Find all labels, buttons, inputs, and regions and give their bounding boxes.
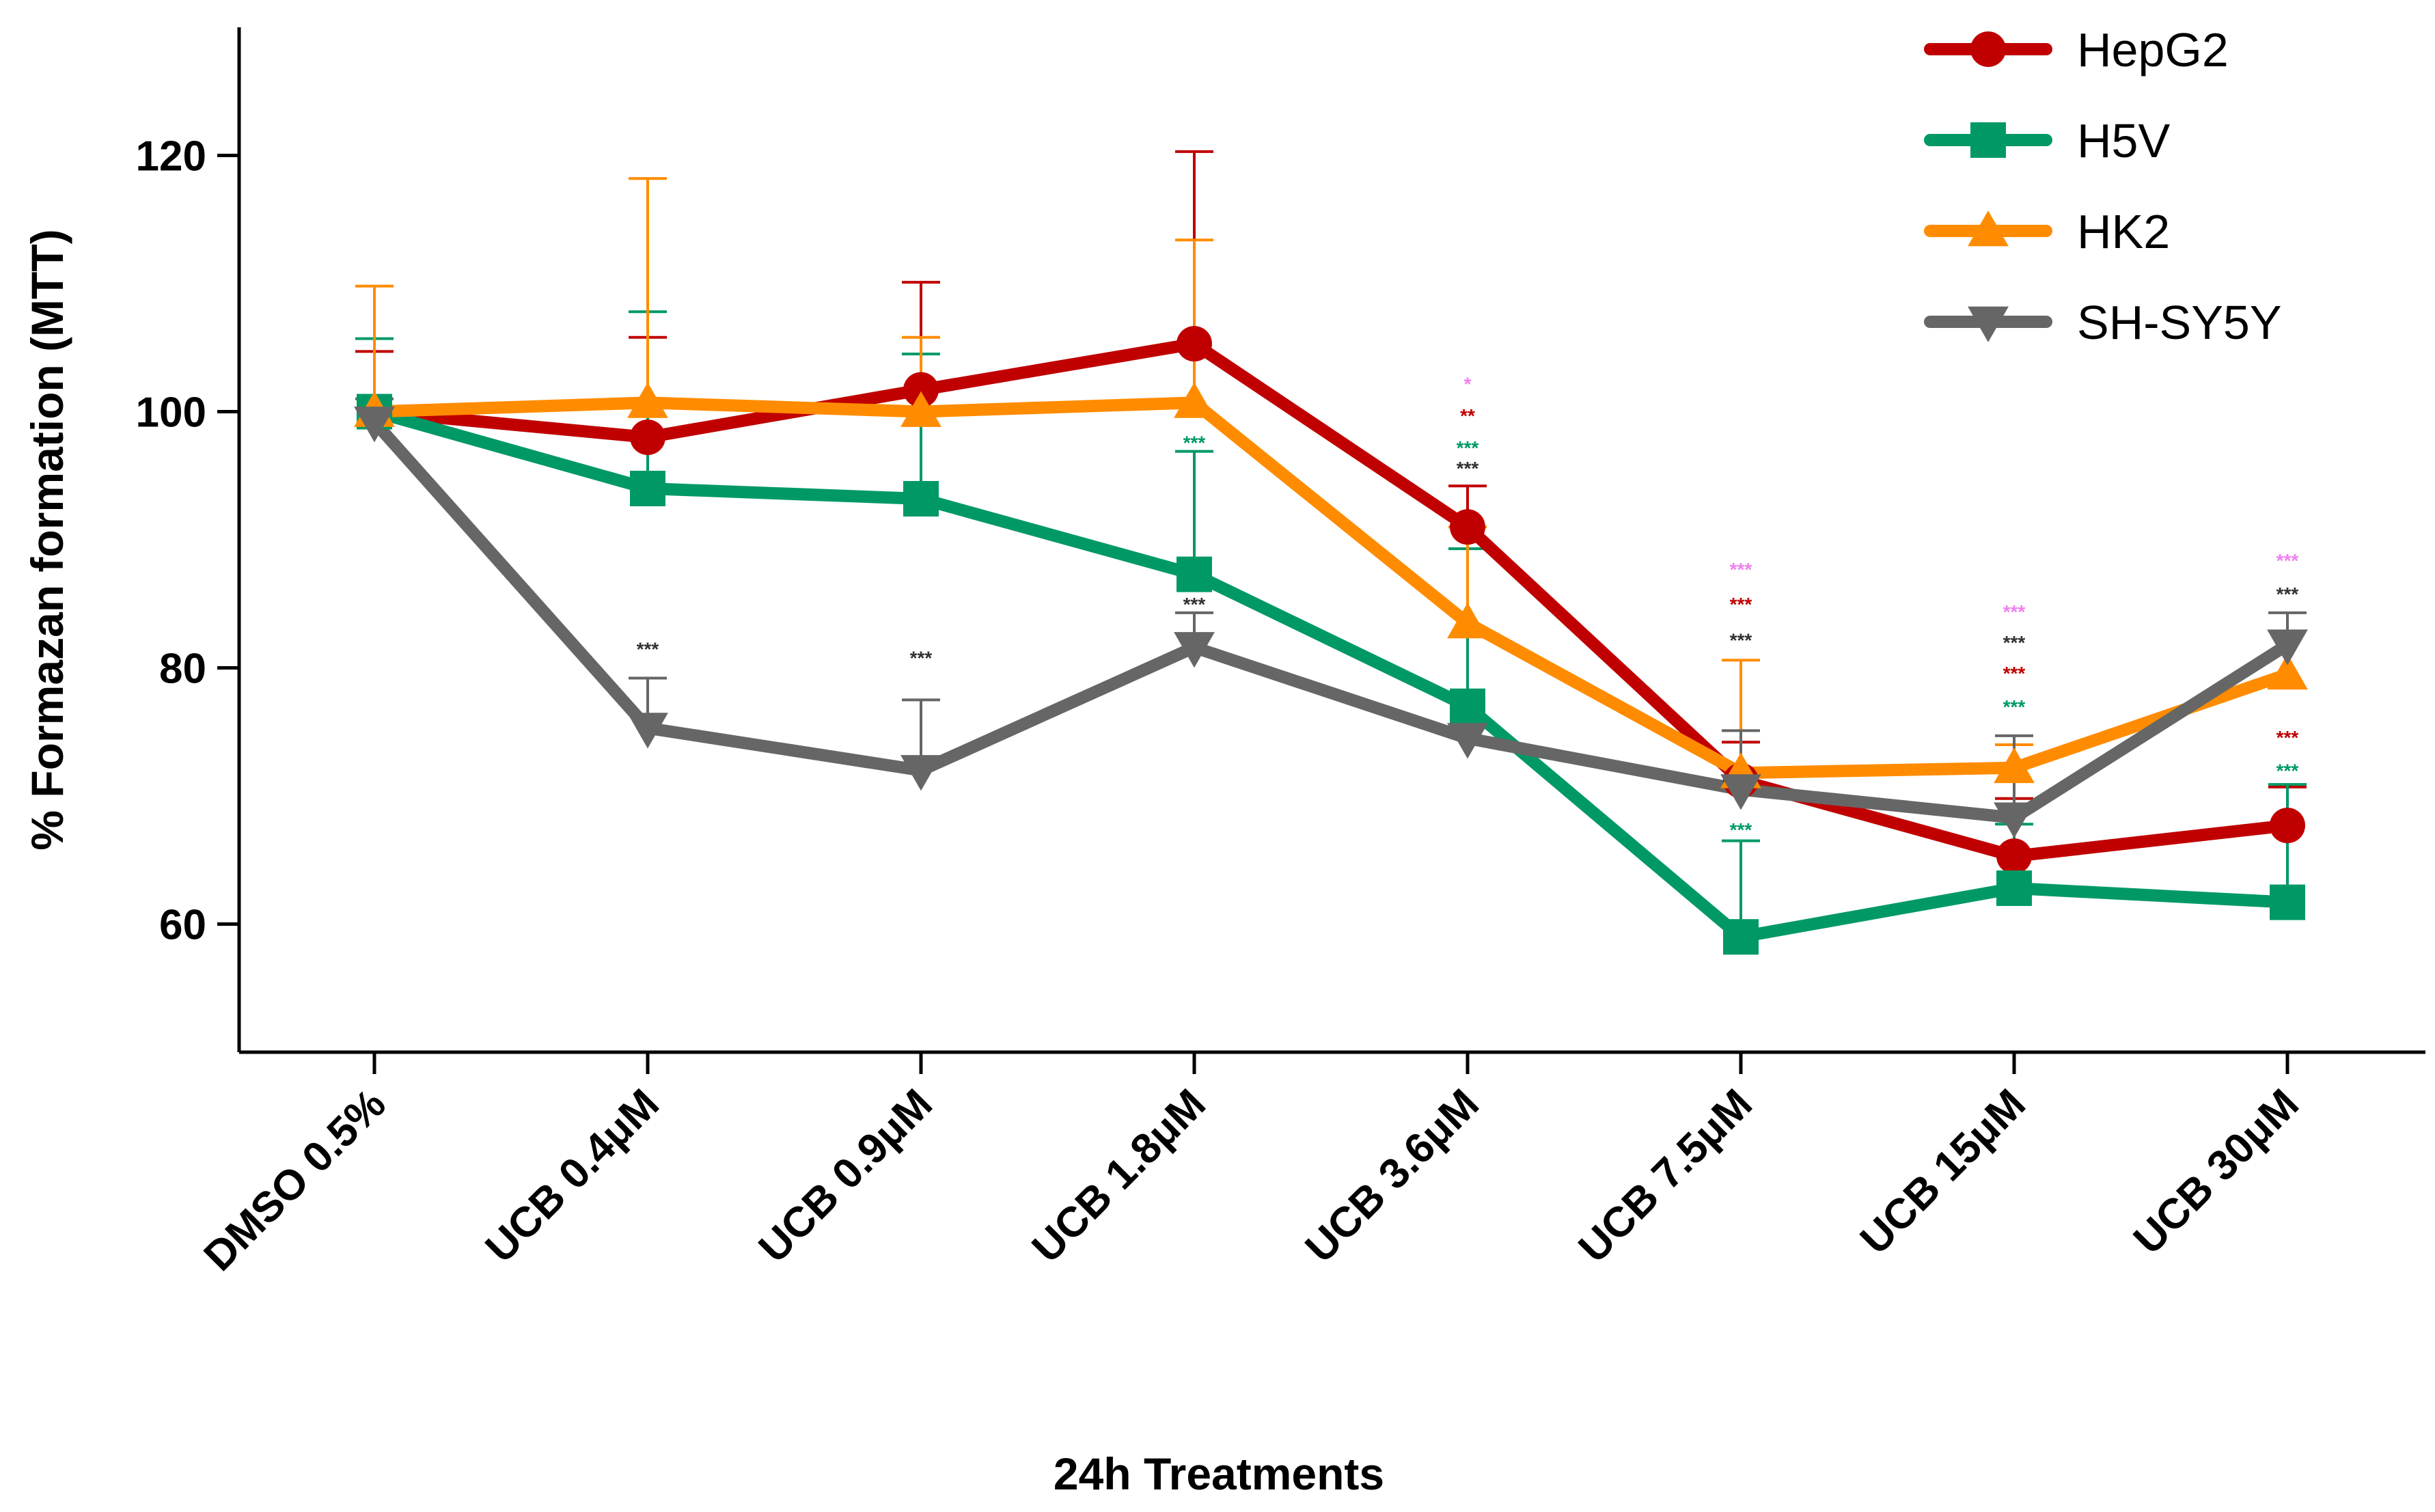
legend-marker-hepg2 (1970, 31, 2006, 67)
data-point-hepg2 (630, 420, 665, 455)
y-axis-title: % Formazan formation (MTT) (22, 229, 72, 850)
legend-label-hk2: HK2 (2077, 205, 2170, 258)
significance-label: *** (1183, 432, 1206, 454)
data-point-h5v (1996, 870, 2032, 906)
data-point-sh-sy5y (1720, 774, 1761, 810)
x-tick-label: DMSO 0.5% (195, 1080, 394, 1280)
significance-label: *** (1457, 437, 1479, 458)
data-point-hepg2 (2270, 808, 2305, 844)
x-tick-label: UCB 0.4μM (477, 1080, 668, 1272)
significance-label: *** (1730, 559, 1752, 580)
significance-label: *** (1730, 629, 1752, 650)
series-line-sh-sy5y (368, 415, 2294, 824)
data-point-hk2 (1447, 602, 1488, 639)
legend-marker-hk2 (1968, 210, 2009, 247)
legend: HepG2 H5V HK2 SH-SY5Y (1924, 23, 2282, 349)
legend-label-h5v: H5V (2077, 114, 2170, 167)
x-tick-label: UCB 1.8μM (1023, 1080, 1215, 1272)
significance-label: *** (2003, 696, 2026, 717)
data-point-h5v (2270, 884, 2305, 920)
data-point-h5v (1723, 919, 1759, 955)
significance-label: *** (2003, 632, 2026, 653)
series-markers (354, 326, 2308, 955)
x-tick-label: UCB 0.9μM (750, 1080, 941, 1272)
data-point-sh-sy5y (1994, 802, 2035, 838)
x-tick-label: UCB 3.6μM (1297, 1080, 1488, 1272)
significance-label: *** (910, 648, 933, 669)
legend-marker-h5v (1970, 122, 2006, 158)
data-point-hk2 (1994, 747, 2035, 784)
data-point-hk2 (1174, 382, 1215, 418)
legend-label-hepg2: HepG2 (2077, 23, 2229, 77)
y-ticks: 60 80 100 120 (136, 133, 239, 949)
data-point-sh-sy5y (627, 713, 668, 749)
x-tick-label: UCB 7.5μM (1570, 1080, 1761, 1272)
x-ticks: DMSO 0.5% UCB 0.4μM UCB 0.9μM UCB 1.8μM UCB … (195, 1052, 2308, 1280)
data-point-hepg2 (1996, 838, 2032, 875)
series-line-hk2 (368, 396, 2294, 780)
significance-label: *** (2276, 550, 2299, 571)
significance-label: *** (1183, 594, 1206, 615)
data-point-hepg2 (903, 372, 939, 408)
legend-label-sh-sy5y: SH-SY5Y (2077, 296, 2282, 349)
series-line-hepg2 (368, 338, 2294, 863)
significance-annotations: *** *************************************… (637, 373, 2299, 840)
y-tick-label: 80 (159, 646, 206, 693)
data-point-hepg2 (1450, 509, 1485, 545)
y-tick-label: 60 (159, 902, 206, 949)
significance-label: *** (2276, 760, 2299, 782)
data-point-hk2 (900, 391, 941, 427)
significance-label: *** (2276, 727, 2299, 748)
significance-label: *** (637, 638, 659, 659)
data-point-h5v (630, 471, 665, 506)
significance-label: *** (1730, 594, 1752, 615)
x-axis-title: 24h Treatments (1054, 1448, 1384, 1499)
significance-label: *** (2276, 583, 2299, 605)
x-tick-label: UCB 15μM (1852, 1080, 2035, 1263)
data-point-h5v (1177, 556, 1212, 592)
y-tick-label: 100 (136, 389, 206, 437)
significance-label: *** (1457, 458, 1479, 479)
data-point-sh-sy5y (1174, 632, 1215, 668)
x-tick-label: UCB 30μM (2125, 1080, 2308, 1263)
data-point-hk2 (2267, 653, 2308, 690)
legend-marker-sh-sy5y (1968, 306, 2009, 342)
data-point-h5v (903, 481, 939, 517)
significance-label: ** (1460, 405, 1475, 426)
data-point-sh-sy5y (900, 755, 941, 791)
significance-label: *** (2003, 663, 2026, 684)
data-point-hk2 (627, 382, 668, 418)
data-point-sh-sy5y (2267, 629, 2308, 665)
significance-label: *** (1730, 819, 1752, 840)
data-point-hepg2 (1177, 326, 1212, 362)
series-lines (368, 338, 2294, 944)
data-point-sh-sy5y (354, 407, 395, 443)
data-point-sh-sy5y (1447, 723, 1488, 759)
y-tick-label: 120 (136, 133, 206, 180)
series-line-h5v (368, 405, 2294, 944)
chart-axes (237, 27, 2425, 1054)
significance-label: * (1464, 373, 1472, 394)
data-point-h5v (1450, 688, 1485, 724)
significance-label: *** (2003, 601, 2026, 622)
